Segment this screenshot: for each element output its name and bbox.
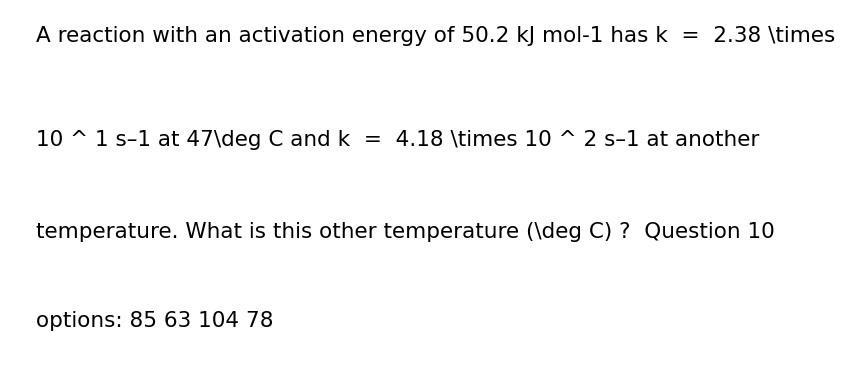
Text: temperature. What is this other temperature (\deg C) ?  Question 10: temperature. What is this other temperat…: [36, 222, 775, 242]
Text: A reaction with an activation energy of 50.2 kJ mol-1 has k  =  2.38 \times: A reaction with an activation energy of …: [36, 26, 836, 46]
Text: options: 85 63 104 78: options: 85 63 104 78: [36, 311, 274, 331]
Text: 10 ^ 1 s–1 at 47\deg C and k  =  4.18 \times 10 ^ 2 s–1 at another: 10 ^ 1 s–1 at 47\deg C and k = 4.18 \tim…: [36, 130, 759, 149]
